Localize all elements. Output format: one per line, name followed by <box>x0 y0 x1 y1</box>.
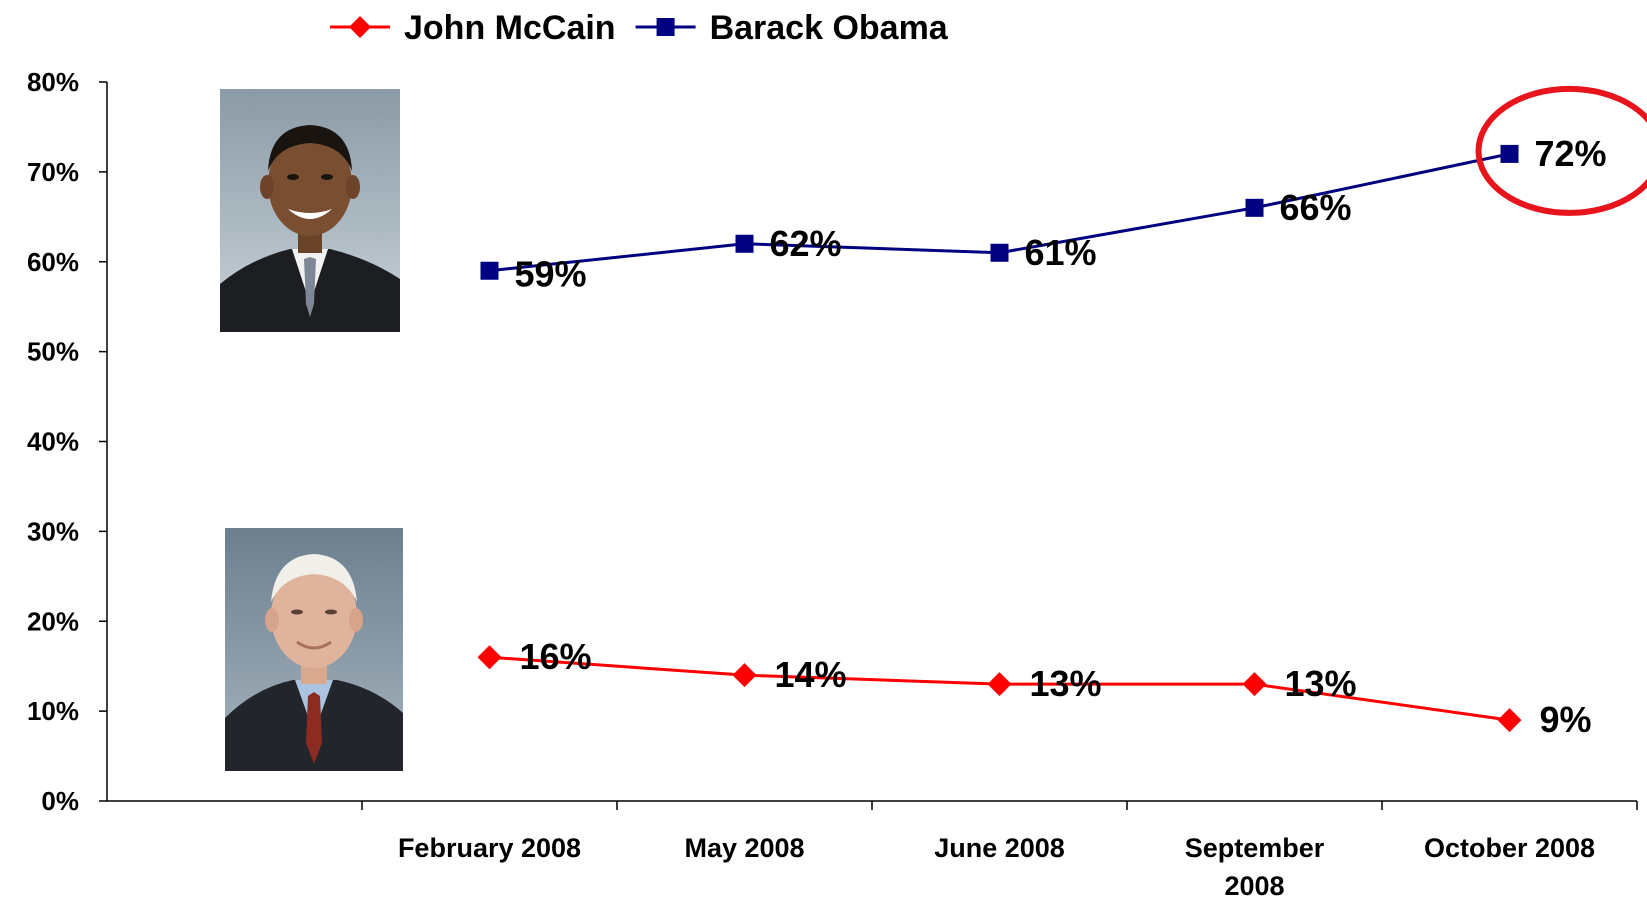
mccain-photo <box>225 528 403 771</box>
x-tick-label: September 2008 <box>1185 833 1325 901</box>
highlight-circle <box>1475 85 1647 216</box>
barack-obama-point <box>1500 144 1519 163</box>
barack-obama-point <box>735 234 754 253</box>
y-tick-label: 50% <box>27 337 79 367</box>
y-tick-label: 30% <box>27 516 79 546</box>
john-mccain-point <box>477 645 502 670</box>
john-mccain-point <box>732 663 757 688</box>
john-mccain-data-label: 16% <box>520 636 592 677</box>
series-john-mccain: 16% 14% 13% 13% 9% <box>477 636 1592 740</box>
barack-obama-point <box>1245 198 1264 217</box>
barack-obama-point <box>990 243 1009 262</box>
y-tick-label: 80% <box>27 67 79 97</box>
y-tick-label: 10% <box>27 696 79 726</box>
barack-obama-data-label: 59% <box>515 254 587 295</box>
legend-marker <box>349 16 371 38</box>
legend: John McCain Barack Obama <box>330 9 949 47</box>
john-mccain-data-label: 13% <box>1030 663 1102 704</box>
barack-obama-data-label: 66% <box>1280 187 1352 228</box>
legend-marker <box>656 18 675 36</box>
y-tick-label: 60% <box>27 247 79 277</box>
john-mccain-data-label: 14% <box>775 654 847 695</box>
barack-obama-data-label: 62% <box>770 223 842 264</box>
john-mccain-data-label: 9% <box>1540 699 1592 740</box>
obama-photo <box>220 89 400 332</box>
x-tick-label: May 2008 <box>684 833 804 863</box>
john-mccain-point <box>987 672 1012 697</box>
highlight-layer <box>1475 85 1647 216</box>
john-mccain-point <box>1497 708 1522 733</box>
x-axis: February 2008 May 2008 June 2008 September 2… <box>107 800 1638 901</box>
john-mccain-data-label: 13% <box>1285 663 1357 704</box>
y-tick-label: 40% <box>27 427 79 457</box>
y-tick-label: 70% <box>27 157 79 187</box>
y-tick-label: 0% <box>41 786 79 816</box>
legend-label: John McCain <box>404 9 616 47</box>
x-tick-label: June 2008 <box>934 833 1065 863</box>
x-tick-label: February 2008 <box>398 833 581 863</box>
series-layer: 16% 14% 13% 13% 9% 59% 62% 61% 66% 72% <box>477 133 1607 740</box>
barack-obama-point <box>480 261 499 280</box>
x-tick-label: October 2008 <box>1424 833 1595 863</box>
legend-label: Barack Obama <box>710 9 949 47</box>
john-mccain-point <box>1242 672 1267 697</box>
barack-obama-data-label: 61% <box>1025 232 1097 273</box>
legend-item-barack-obama: Barack Obama <box>635 9 949 47</box>
legend-item-john-mccain: John McCain <box>330 9 616 47</box>
y-axis: 0% 10% 20% 30% 40% 50% 60% 70% 80% <box>27 67 108 816</box>
y-tick-label: 20% <box>27 606 79 636</box>
barack-obama-data-label: 72% <box>1535 133 1607 174</box>
series-barack-obama: 59% 62% 61% 66% 72% <box>480 133 1607 295</box>
